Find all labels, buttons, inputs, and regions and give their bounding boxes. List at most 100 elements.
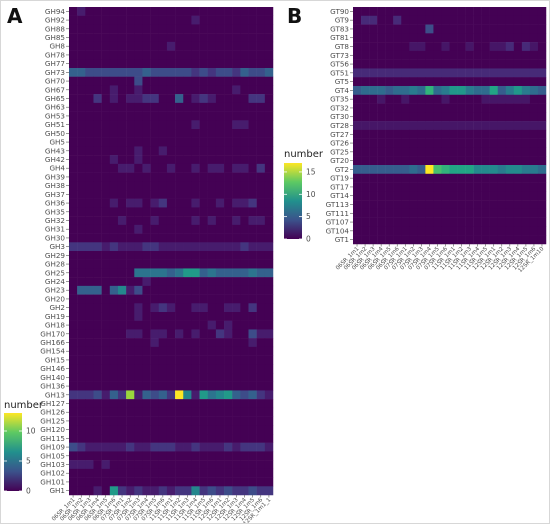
heatmap-cell-a (175, 399, 184, 409)
heatmap-cell-a (158, 285, 168, 295)
heatmap-cell-a (77, 94, 86, 104)
heatmap-cell-a (232, 94, 241, 104)
heatmap-cell-b (449, 121, 458, 131)
heatmap-cell-a (85, 442, 94, 452)
heatmap-cell-a (199, 15, 208, 25)
heatmap-cell-b (353, 191, 362, 201)
heatmap-cell-a (240, 451, 249, 461)
heatmap-cell-a (158, 233, 168, 243)
heatmap-cell-b (425, 86, 434, 96)
heatmap-cell-b (393, 42, 402, 52)
heatmap-cell-a (207, 346, 217, 356)
heatmap-cell-a (264, 277, 274, 287)
heatmap-cell-a (150, 407, 160, 417)
heatmap-cell-a (248, 120, 257, 130)
heatmap-cell-a (175, 242, 184, 252)
heatmap-cell-b (473, 68, 482, 78)
heatmap-cell-a (69, 172, 78, 182)
heatmap-cell-b (393, 7, 402, 17)
heatmap-cell-a (256, 94, 266, 104)
heatmap-cell-b (473, 121, 482, 131)
heatmap-cell-a (248, 172, 257, 182)
heatmap-cell-a (264, 451, 274, 461)
heatmap-cell-b (409, 86, 418, 96)
heatmap-cell-a (150, 181, 160, 191)
heatmap-cell-b (417, 50, 426, 60)
heatmap-cell-a (77, 41, 86, 51)
y-tick-label-a: GH63 (45, 103, 65, 112)
heatmap-cell-a (77, 407, 86, 417)
heatmap-cell-a (85, 7, 94, 16)
heatmap-cell-a (142, 460, 151, 470)
heatmap-cell-a (224, 425, 233, 435)
heatmap-cell-a (158, 76, 168, 86)
heatmap-cell-a (232, 355, 241, 365)
heatmap-cell-b (489, 7, 498, 17)
heatmap-cell-a (134, 468, 143, 478)
heatmap-cell-b (393, 217, 402, 227)
heatmap-cell-a (240, 155, 249, 165)
heatmap-cell-a (256, 373, 266, 382)
heatmap-cell-a (256, 285, 266, 295)
heatmap-cell-a (175, 468, 184, 478)
heatmap-cell-a (215, 59, 225, 69)
heatmap-cell-a (248, 416, 257, 426)
heatmap-cell-a (264, 85, 274, 95)
legend-title-b: number (284, 149, 324, 160)
heatmap-cell-b (497, 94, 507, 104)
heatmap-cell-a (232, 303, 241, 313)
heatmap-cell-a (126, 416, 135, 426)
heatmap-cell-b (449, 182, 458, 192)
heatmap-cell-a (215, 373, 225, 382)
heatmap-cell-b (537, 42, 547, 52)
heatmap-cell-a (166, 338, 176, 348)
heatmap-cell-b (377, 208, 386, 218)
heatmap-cell-b (529, 208, 539, 218)
heatmap-cell-a (191, 24, 200, 34)
heatmap-cell-a (264, 94, 274, 104)
heatmap-cell-a (142, 94, 151, 104)
heatmap-cell-a (166, 111, 176, 121)
heatmap-cell-a (166, 85, 176, 95)
heatmap-cell-b (529, 121, 539, 131)
heatmap-cell-a (77, 102, 86, 112)
heatmap-cell-a (142, 76, 151, 86)
heatmap-cell-a (256, 329, 266, 339)
heatmap-cell-a (109, 129, 119, 138)
heatmap-cell-a (183, 172, 192, 182)
heatmap-cell-a (199, 163, 208, 173)
heatmap-cell-a (134, 224, 143, 234)
heatmap-cell-b (385, 103, 394, 113)
heatmap-cell-a (69, 434, 78, 443)
heatmap-cell-b (361, 50, 370, 60)
heatmap-cell-a (232, 434, 241, 443)
heatmap-cell-a (101, 364, 111, 374)
heatmap-cell-b (369, 182, 378, 192)
heatmap-cell-b (409, 147, 418, 157)
heatmap-cell-a (240, 190, 249, 199)
heatmap-cell-b (393, 138, 402, 148)
heatmap-cell-a (199, 207, 208, 217)
heatmap-cell-a (199, 50, 208, 60)
heatmap-cell-b (449, 77, 458, 87)
heatmap-cell-a (264, 24, 274, 34)
y-tick-label-a: GH166 (40, 338, 65, 347)
heatmap-cell-a (207, 129, 217, 138)
heatmap-cell-a (191, 346, 200, 356)
heatmap-cell-b (361, 24, 370, 34)
heatmap-cell-a (109, 312, 119, 321)
heatmap-cell-a (85, 94, 94, 104)
heatmap-cell-a (77, 68, 86, 77)
heatmap-cell-b (513, 77, 523, 87)
heatmap-cell-a (69, 460, 78, 470)
heatmap-cell-a (215, 442, 225, 452)
heatmap-cell-a (183, 285, 192, 295)
y-tick-label-a: GH73 (45, 68, 65, 77)
heatmap-cell-a (85, 303, 94, 313)
heatmap-cell-a (142, 172, 151, 182)
heatmap-cell-b (393, 208, 402, 218)
heatmap-cell-a (240, 373, 249, 382)
heatmap-cell-b (481, 173, 490, 183)
heatmap-cell-b (425, 112, 434, 122)
heatmap-cell-a (77, 111, 86, 121)
